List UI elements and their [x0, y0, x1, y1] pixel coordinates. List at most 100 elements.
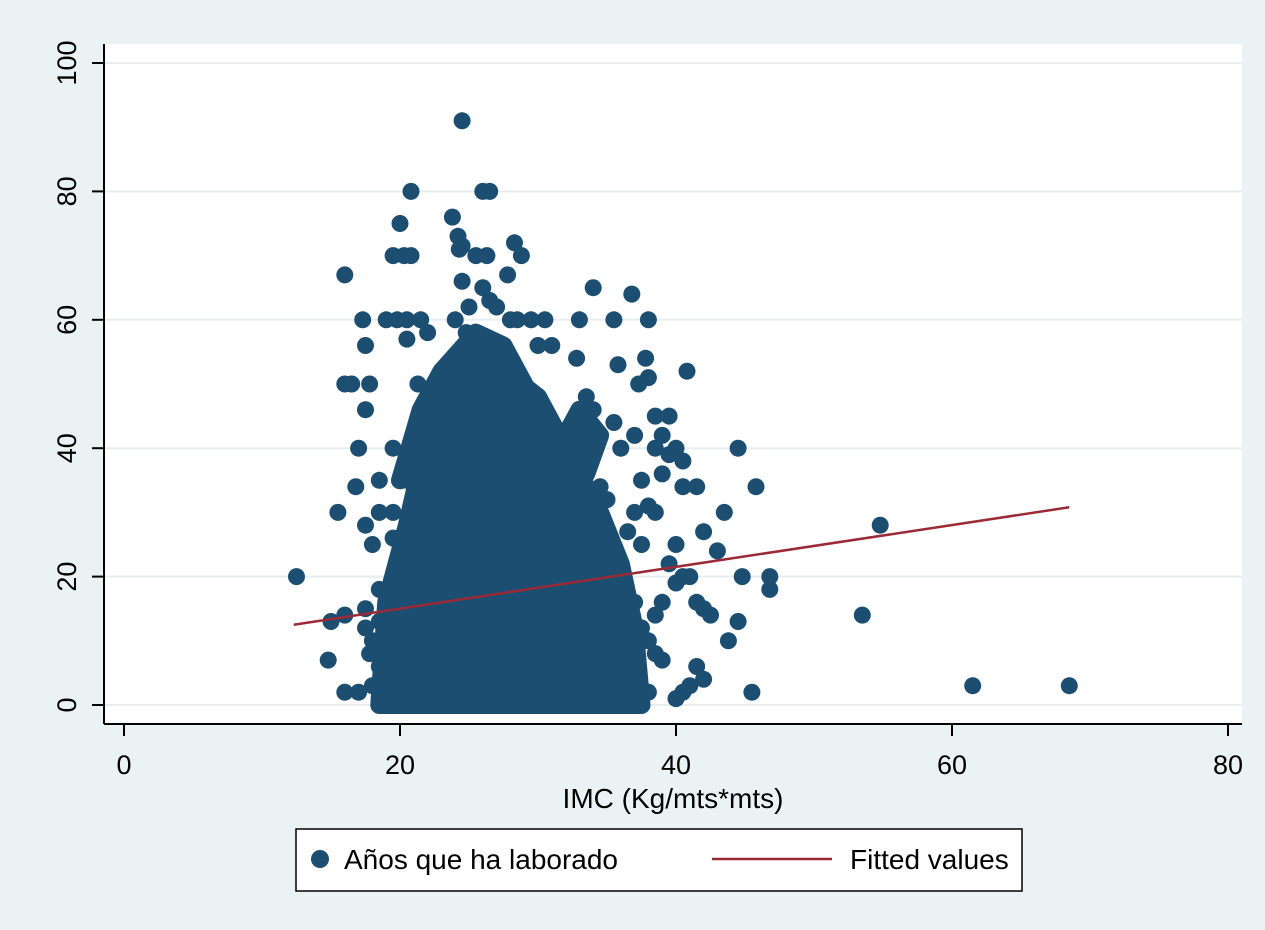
scatter-point-102	[419, 503, 437, 521]
scatter-point-241	[605, 683, 623, 701]
scatter-point-113	[619, 523, 637, 541]
scatter-point-215	[391, 664, 409, 682]
x-tick-label-3: 60	[937, 750, 967, 780]
scatter-point-43	[529, 337, 547, 354]
legend-label-fit: Fitted values	[850, 844, 1009, 875]
scatter-point-106	[626, 503, 644, 521]
scatter-point-214	[688, 658, 706, 675]
scatter-point-111	[481, 516, 499, 534]
scatter-point-50	[343, 375, 361, 393]
scatter-point-97	[508, 491, 526, 509]
scatter-point-114	[695, 523, 713, 541]
scatter-point-169	[481, 613, 499, 630]
scatter-point-17	[499, 266, 517, 284]
scatter-point-136	[761, 568, 779, 586]
scatter-point-110	[357, 516, 374, 534]
scatter-point-23	[460, 298, 478, 316]
scatter-point-48	[678, 362, 696, 380]
scatter-point-91	[591, 478, 609, 496]
scatter-point-85	[570, 465, 588, 483]
scatter-point-62	[646, 407, 664, 425]
scatter-point-216	[446, 664, 464, 682]
scatter-point-117	[515, 536, 533, 553]
scatter-point-196	[361, 645, 379, 663]
scatter-point-139	[419, 580, 437, 598]
scatter-point-2	[481, 182, 499, 200]
scatter-point-258	[529, 696, 547, 714]
scatter-point-173	[357, 619, 374, 637]
scatter-point-193	[508, 638, 526, 656]
scatter-point-22	[623, 285, 641, 303]
scatter-point-82	[674, 452, 692, 470]
scatter-point-69	[508, 426, 526, 444]
scatter-point-73	[384, 439, 402, 457]
scatter-point-238	[439, 683, 457, 701]
scatter-point-155	[522, 600, 540, 618]
scatter-point-52	[409, 375, 427, 393]
scatter-point-177	[570, 619, 588, 637]
scatter-point-138	[370, 580, 388, 598]
scatter-point-156	[598, 600, 616, 618]
scatter-point-75	[543, 439, 561, 457]
scatter-point-142	[612, 580, 630, 598]
scatter-point-66	[467, 420, 485, 438]
scatter-point-167	[370, 613, 388, 630]
scatter-point-47	[568, 349, 586, 367]
scatter-point-191	[398, 638, 416, 656]
scatter-point-57	[426, 388, 443, 406]
scatter-point-245	[370, 690, 388, 708]
scatter-point-74	[412, 439, 430, 457]
scatter-point-87	[398, 471, 416, 489]
scatter-point-208	[653, 651, 671, 669]
scatter-point-147	[495, 593, 512, 611]
scatter-point-164	[702, 606, 719, 624]
scatter-point-126	[605, 555, 623, 573]
scatter-point-222	[488, 670, 506, 688]
scatter-point-165	[853, 606, 871, 624]
scatter-point-53	[432, 375, 450, 393]
scatter-point-225	[695, 670, 713, 688]
scatter-point-197	[412, 645, 430, 663]
scatter-point-264	[871, 516, 889, 534]
scatter-point-154	[467, 600, 485, 618]
scatter-point-166	[322, 613, 340, 630]
scatter-point-16	[336, 266, 354, 284]
scatter-point-190	[719, 632, 737, 650]
scatter-point-161	[508, 606, 526, 624]
dense-cluster-region-2	[549, 400, 610, 483]
scatter-point-170	[536, 613, 554, 630]
scatter-point-140	[474, 580, 492, 598]
scatter-point-221	[432, 670, 450, 688]
y-tick-label-2: 40	[52, 433, 82, 463]
scatter-point-194	[564, 638, 581, 656]
scatter-point-104	[536, 503, 554, 521]
x-ticks: 0 20 40 60 80	[116, 724, 1243, 780]
scatter-point-92	[674, 478, 692, 496]
scatter-point-122	[405, 548, 423, 566]
scatter-point-65	[605, 414, 623, 431]
scatter-point-187	[529, 632, 547, 650]
scatter-point-131	[501, 568, 519, 586]
scatter-point-237	[384, 683, 402, 701]
y-tick-label-0: 0	[52, 697, 82, 712]
scatter-point-5	[391, 215, 409, 232]
scatter-point-94	[747, 478, 765, 496]
scatter-point-15	[512, 247, 530, 265]
scatter-point-263	[633, 696, 650, 714]
scatter-point-77	[646, 439, 664, 457]
scatter-point-181	[495, 625, 512, 643]
scatter-point-89	[633, 471, 650, 489]
scatter-point-123	[439, 548, 457, 566]
scatter-point-72	[350, 439, 368, 457]
scatter-point-200	[577, 645, 595, 663]
scatter-point-95	[347, 478, 365, 496]
scatter-point-231	[626, 677, 644, 695]
scatter-point-242	[639, 683, 657, 701]
scatter-point-141	[529, 580, 547, 598]
scatter-point-14	[478, 247, 496, 265]
y-ticks: 0 20 40 60 80 100	[52, 40, 104, 713]
scatter-point-176	[515, 619, 533, 637]
x-axis-title: IMC (Kg/mts*mts)	[563, 783, 784, 814]
